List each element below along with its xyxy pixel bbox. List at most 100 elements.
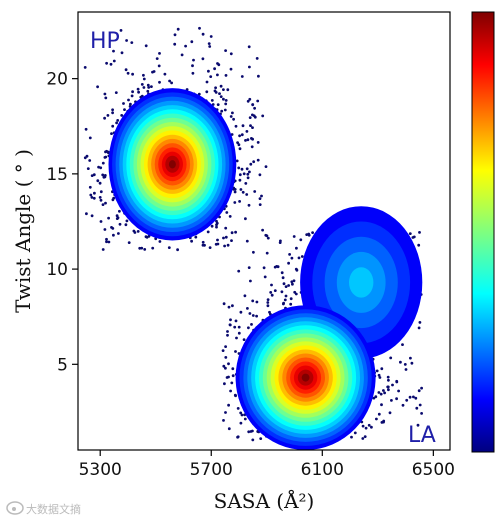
- data-point: [299, 238, 303, 242]
- data-point: [295, 268, 299, 272]
- data-point: [184, 44, 188, 48]
- data-point: [401, 403, 405, 407]
- data-point: [389, 356, 393, 360]
- data-point: [287, 284, 290, 287]
- data-point: [104, 155, 108, 159]
- data-point: [241, 190, 245, 194]
- data-point: [224, 356, 228, 359]
- data-point: [131, 90, 135, 94]
- data-point: [292, 279, 296, 283]
- data-point: [237, 331, 241, 335]
- data-point: [380, 403, 383, 407]
- data-point: [126, 71, 130, 75]
- data-point: [198, 26, 201, 30]
- data-point: [208, 45, 212, 48]
- data-point: [224, 49, 228, 52]
- data-point: [250, 145, 254, 149]
- data-point: [269, 291, 273, 294]
- x-axis-label: SASA (Å²): [214, 488, 315, 513]
- data-point: [238, 178, 242, 182]
- data-point: [241, 124, 245, 128]
- data-point: [231, 111, 234, 115]
- data-point: [395, 379, 399, 383]
- data-point: [229, 115, 233, 118]
- data-point: [224, 102, 228, 106]
- data-point: [110, 226, 113, 229]
- data-point: [168, 79, 172, 83]
- data-point: [227, 375, 230, 379]
- data-point: [239, 188, 243, 191]
- data-point: [226, 333, 229, 337]
- data-point: [96, 85, 99, 89]
- data-point: [387, 378, 390, 382]
- data-point: [238, 147, 242, 151]
- data-point: [236, 407, 240, 410]
- data-point: [386, 385, 390, 389]
- data-point: [418, 231, 421, 234]
- data-point: [289, 297, 293, 301]
- data-point: [409, 356, 412, 360]
- data-point: [235, 336, 238, 340]
- data-point: [245, 130, 249, 133]
- data-point: [110, 132, 113, 136]
- x-tick-label: 5700: [190, 460, 233, 480]
- data-point: [103, 92, 107, 96]
- data-point: [216, 238, 219, 242]
- data-point: [103, 228, 107, 231]
- data-point: [264, 233, 268, 237]
- data-point: [364, 426, 368, 430]
- data-point: [260, 194, 263, 198]
- data-point: [240, 413, 244, 417]
- data-point: [266, 298, 270, 301]
- data-point: [397, 389, 400, 393]
- data-point: [221, 349, 225, 352]
- x-tick-label: 6500: [412, 460, 455, 480]
- data-point: [231, 304, 234, 308]
- data-point: [390, 399, 393, 402]
- data-point: [240, 75, 244, 78]
- data-point: [105, 61, 108, 65]
- density-contour: [349, 267, 374, 298]
- data-point: [265, 251, 269, 255]
- data-point: [89, 193, 93, 197]
- data-point: [266, 304, 270, 308]
- data-point: [252, 160, 256, 164]
- data-point: [92, 173, 96, 177]
- data-point: [417, 389, 421, 393]
- data-point: [251, 103, 255, 107]
- data-point: [234, 394, 238, 398]
- data-point: [227, 403, 231, 407]
- data-point: [261, 114, 265, 118]
- data-point: [124, 68, 128, 72]
- data-point: [258, 203, 262, 207]
- data-point: [227, 305, 231, 309]
- data-point: [180, 53, 184, 57]
- data-point: [116, 119, 120, 122]
- data-point: [201, 243, 205, 247]
- data-point: [273, 265, 277, 269]
- data-point: [361, 437, 365, 440]
- data-point: [244, 182, 248, 185]
- data-point: [281, 276, 285, 280]
- data-point: [83, 66, 87, 69]
- data-point: [247, 45, 251, 49]
- data-point: [220, 109, 224, 113]
- data-point: [191, 64, 194, 68]
- data-point: [230, 239, 233, 243]
- data-point: [232, 117, 236, 121]
- data-point: [405, 398, 409, 402]
- data-point: [243, 294, 247, 298]
- data-point: [290, 280, 294, 284]
- data-point: [375, 369, 379, 373]
- data-point: [201, 57, 205, 61]
- data-point: [257, 74, 260, 78]
- data-point: [224, 235, 228, 239]
- data-point: [249, 124, 252, 127]
- data-point: [282, 282, 286, 286]
- data-point: [125, 39, 128, 42]
- data-point: [115, 121, 118, 125]
- data-point: [99, 190, 103, 194]
- data-point: [213, 67, 217, 71]
- data-point: [239, 421, 243, 425]
- colorbar: [471, 11, 495, 453]
